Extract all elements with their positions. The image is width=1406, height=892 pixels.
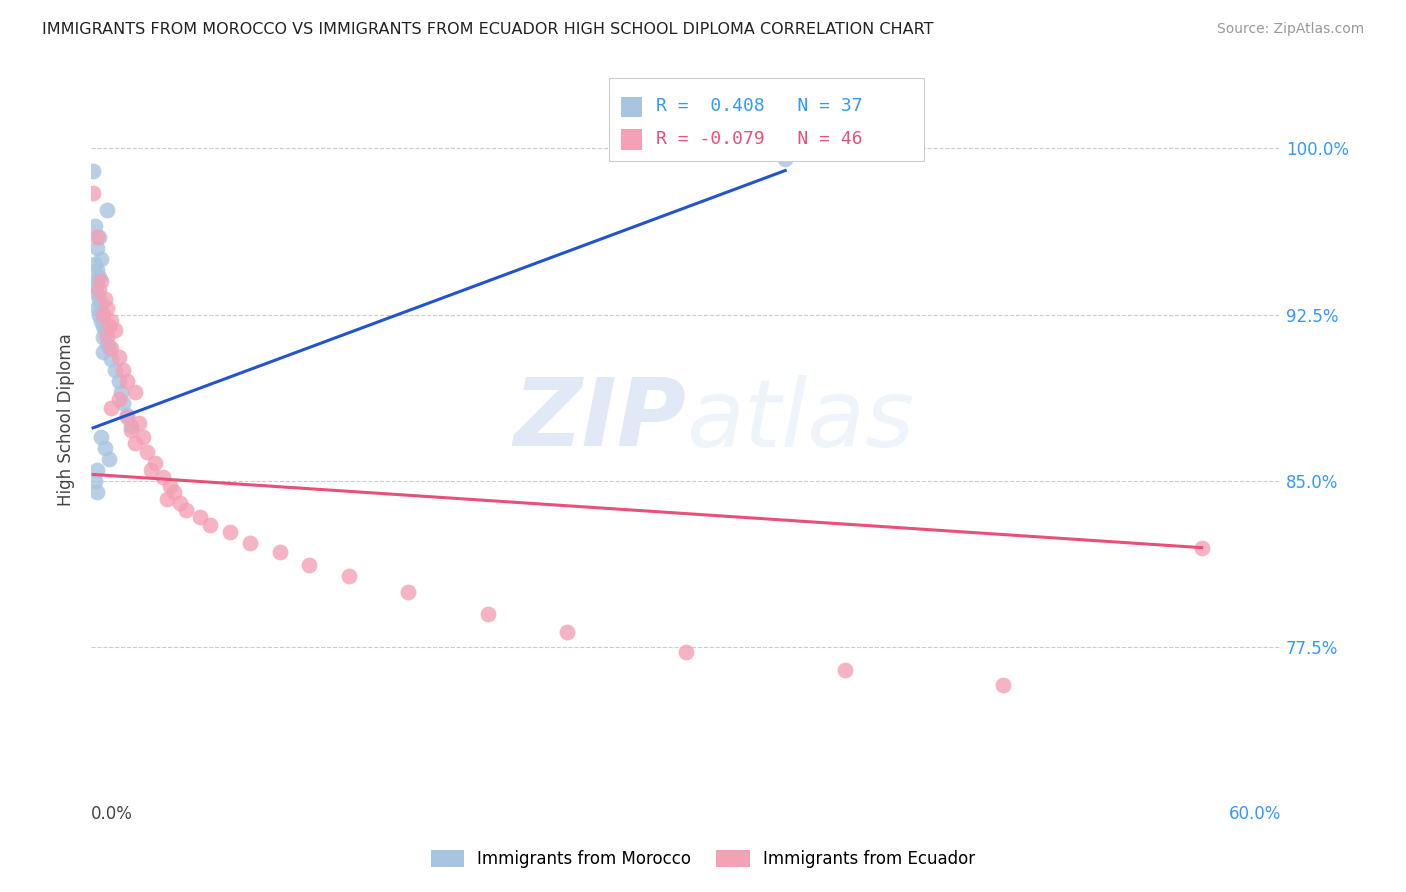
Point: [188, 509, 211, 524]
Point: [477, 607, 499, 622]
Point: [115, 409, 138, 424]
Point: [86, 275, 108, 289]
Point: [104, 363, 127, 377]
Point: [135, 445, 157, 459]
Point: [104, 323, 127, 337]
Text: 60.0%: 60.0%: [1229, 805, 1281, 823]
Point: [773, 153, 796, 167]
Point: [86, 230, 108, 244]
Point: [337, 569, 360, 583]
Point: [96, 336, 118, 351]
Point: [94, 441, 117, 455]
Point: [128, 417, 150, 431]
Point: [159, 478, 181, 492]
Point: [834, 663, 856, 677]
FancyBboxPatch shape: [620, 96, 643, 117]
Point: [86, 301, 108, 315]
Point: [87, 270, 110, 285]
Point: [100, 401, 122, 415]
Point: [120, 418, 142, 433]
Point: [152, 469, 174, 483]
Text: atlas: atlas: [686, 375, 914, 466]
Point: [90, 430, 112, 444]
Text: 0.0%: 0.0%: [91, 805, 134, 823]
Point: [169, 496, 191, 510]
Point: [132, 430, 155, 444]
Point: [124, 436, 146, 450]
Point: [269, 545, 291, 559]
Point: [91, 318, 114, 333]
Point: [176, 503, 198, 517]
Point: [82, 186, 104, 200]
Point: [396, 585, 419, 599]
FancyBboxPatch shape: [609, 78, 924, 161]
Point: [90, 275, 112, 289]
Point: [100, 341, 122, 355]
Point: [87, 230, 110, 244]
Point: [110, 385, 132, 400]
Point: [219, 525, 242, 540]
Point: [155, 491, 177, 506]
Point: [96, 301, 118, 315]
Point: [86, 285, 108, 300]
Point: [84, 257, 107, 271]
Point: [100, 352, 122, 367]
Point: [90, 252, 112, 267]
Point: [86, 485, 108, 500]
Point: [98, 318, 121, 333]
Point: [163, 485, 186, 500]
Legend: Immigrants from Morocco, Immigrants from Ecuador: Immigrants from Morocco, Immigrants from…: [425, 843, 981, 875]
Point: [239, 536, 262, 550]
Point: [1191, 541, 1213, 555]
Text: IMMIGRANTS FROM MOROCCO VS IMMIGRANTS FROM ECUADOR HIGH SCHOOL DIPLOMA CORRELATI: IMMIGRANTS FROM MOROCCO VS IMMIGRANTS FR…: [42, 22, 934, 37]
Point: [91, 345, 114, 359]
Point: [84, 278, 107, 293]
Point: [91, 308, 114, 322]
Point: [96, 330, 118, 344]
Point: [298, 558, 321, 573]
Point: [115, 408, 138, 422]
Point: [100, 314, 122, 328]
Point: [108, 374, 131, 388]
Point: [84, 219, 107, 233]
Point: [98, 451, 121, 466]
Point: [90, 296, 112, 310]
Text: R =  0.408   N = 37: R = 0.408 N = 37: [657, 97, 863, 115]
Point: [111, 396, 134, 410]
Point: [124, 385, 146, 400]
Point: [86, 263, 108, 277]
Text: ZIP: ZIP: [513, 374, 686, 467]
Point: [108, 392, 131, 406]
Point: [96, 203, 118, 218]
Point: [94, 323, 117, 337]
Point: [98, 341, 121, 355]
Point: [87, 283, 110, 297]
Y-axis label: High School Diploma: High School Diploma: [58, 334, 75, 507]
Point: [108, 350, 131, 364]
FancyBboxPatch shape: [620, 129, 643, 150]
Point: [94, 292, 117, 306]
Text: Source: ZipAtlas.com: Source: ZipAtlas.com: [1216, 22, 1364, 37]
Point: [198, 518, 221, 533]
Point: [143, 456, 166, 470]
Point: [87, 292, 110, 306]
Point: [82, 163, 104, 178]
Point: [139, 463, 162, 477]
Point: [115, 374, 138, 388]
Text: R = -0.079   N = 46: R = -0.079 N = 46: [657, 130, 863, 148]
Point: [84, 474, 107, 488]
Point: [86, 241, 108, 255]
Point: [675, 645, 697, 659]
Point: [555, 624, 578, 639]
Point: [90, 314, 112, 328]
Point: [120, 423, 142, 437]
Point: [87, 308, 110, 322]
Point: [111, 363, 134, 377]
Point: [91, 330, 114, 344]
Point: [86, 463, 108, 477]
Point: [993, 678, 1015, 692]
